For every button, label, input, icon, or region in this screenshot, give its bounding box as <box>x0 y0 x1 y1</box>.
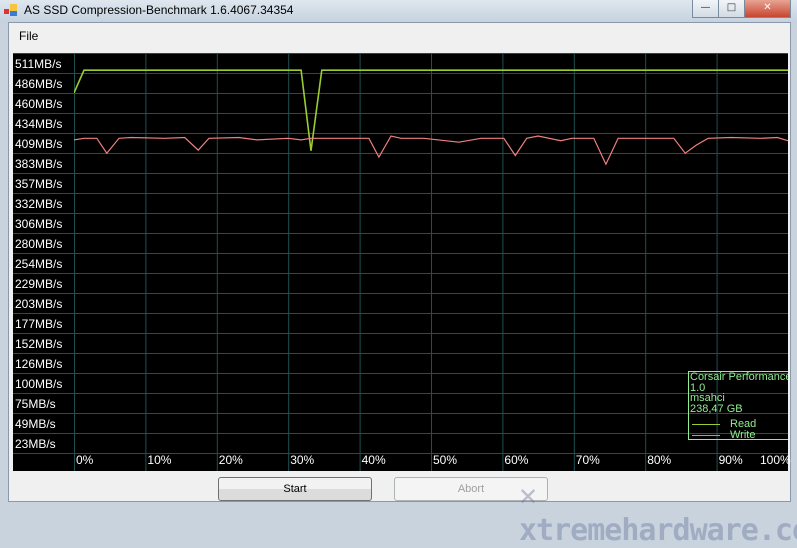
y-tick-label: 409MB/s <box>15 137 63 151</box>
y-tick-label: 306MB/s <box>15 217 63 231</box>
legend-write: Write <box>690 429 788 440</box>
x-tick-label: 0% <box>76 453 94 467</box>
y-tick-label: 511MB/s <box>15 57 62 71</box>
legend-capacity: 238,47 GB <box>690 402 743 415</box>
y-tick-label: 254MB/s <box>15 257 63 271</box>
title-bar: AS SSD Compression-Benchmark 1.6.4067.34… <box>0 0 797 22</box>
x-tick-label: 20% <box>218 453 243 467</box>
grid <box>13 53 788 471</box>
y-tick-label: 229MB/s <box>15 277 63 291</box>
legend-device: Corsair Performance <box>690 371 788 383</box>
x-tick-label: 80% <box>647 453 672 467</box>
y-tick-label: 434MB/s <box>15 117 63 131</box>
x-tick-label: 100% <box>760 453 791 467</box>
close-button[interactable]: ✕ <box>744 0 791 18</box>
x-tick-label: 90% <box>718 453 743 467</box>
x-tick-label: 40% <box>361 453 386 467</box>
y-tick-label: 152MB/s <box>15 337 63 351</box>
main-window: File 511MB/s 486MB/s 460MB/s 434MB/s 409MB/s… <box>8 22 797 548</box>
x-tick-label: 60% <box>504 453 529 467</box>
legend-write-line <box>692 435 720 436</box>
legend: Corsair Performance 1.0 msahci 238,47 GB… <box>688 371 788 440</box>
legend-driver: msahci <box>690 392 725 404</box>
y-tick-label: 75MB/s <box>15 397 56 411</box>
y-tick-label: 383MB/s <box>15 157 63 171</box>
abort-button[interactable]: Abort <box>394 477 548 501</box>
y-tick-label: 460MB/s <box>15 97 63 111</box>
legend-read-label: Read <box>730 418 757 430</box>
legend-read-line <box>692 424 720 425</box>
x-tick-label: 10% <box>147 453 172 467</box>
window-title: AS SSD Compression-Benchmark 1.6.4067.34… <box>24 3 294 17</box>
x-tick-label: 50% <box>433 453 458 467</box>
benchmark-chart: 511MB/s 486MB/s 460MB/s 434MB/s 409MB/s 383MB… <box>13 53 791 471</box>
y-tick-label: 177MB/s <box>15 317 63 331</box>
watermark-logo: ✕ xtremehardware.com <box>519 478 797 548</box>
series-line-write <box>74 135 788 166</box>
y-tick-label: 357MB/s <box>15 177 63 191</box>
y-tick-label: 203MB/s <box>15 297 63 311</box>
x-tick-label: 30% <box>290 453 315 467</box>
y-tick-label: 100MB/s <box>15 377 63 391</box>
legend-read: Read <box>690 419 788 430</box>
y-tick-label: 49MB/s <box>15 417 56 431</box>
app-icon <box>4 4 17 16</box>
y-tick-label: 23MB/s <box>15 437 56 451</box>
y-tick-label: 486MB/s <box>15 77 63 91</box>
plot-area <box>74 69 788 166</box>
menu-file[interactable]: File <box>19 29 39 43</box>
minimize-button[interactable]: — <box>692 0 719 18</box>
series-line-read <box>74 69 788 151</box>
y-tick-label: 126MB/s <box>15 357 63 371</box>
legend-write-label: Write <box>730 429 756 440</box>
start-button[interactable]: Start <box>218 477 372 501</box>
y-tick-label: 332MB/s <box>15 197 63 211</box>
x-tick-label: 70% <box>575 453 600 467</box>
y-tick-label: 280MB/s <box>15 237 63 251</box>
legend-firmware: 1.0 <box>690 381 706 394</box>
maximize-button[interactable]: □ <box>718 0 745 18</box>
